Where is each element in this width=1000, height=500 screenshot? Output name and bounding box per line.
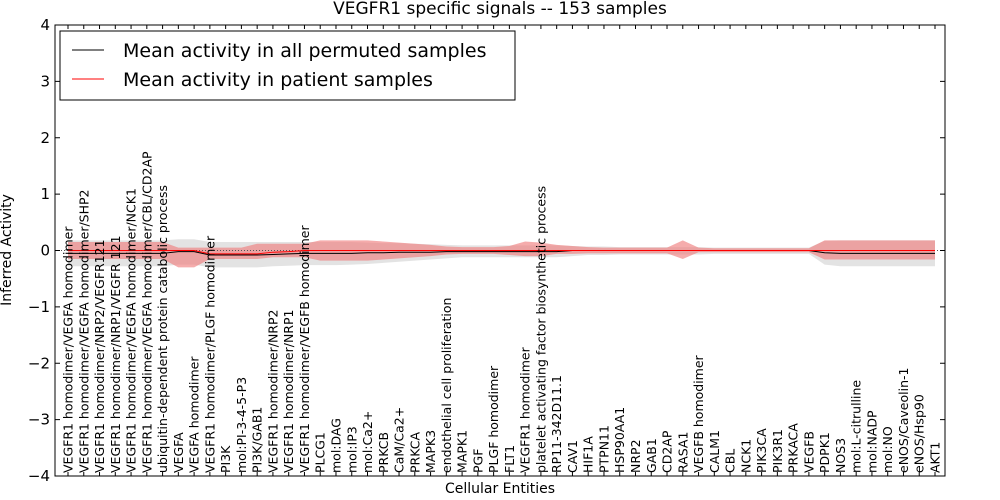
ytick-label: 2 — [40, 129, 50, 147]
x-axis-label: Cellular Entities — [445, 481, 555, 497]
legend-frame — [59, 30, 516, 101]
ytick-label: −2 — [28, 354, 50, 372]
xtick-label: CaM/Ca2+ — [392, 407, 407, 473]
xtick-label: VEGFR1 homodimer/VEGFA homodimer/SHP2 — [76, 189, 91, 473]
legend-label-patient: Mean activity in patient samples — [123, 69, 433, 91]
xtick-label: VEGFR1 homodimer/NRP1 — [281, 310, 296, 473]
xtick-label: eNOS/Caveolin-1 — [896, 368, 911, 473]
ytick-label: −4 — [28, 467, 50, 485]
xtick-label: PI3K/GAB1 — [250, 407, 265, 473]
xtick-label: GAB1 — [644, 438, 659, 473]
y-axis-label: Inferred Activity — [0, 194, 15, 306]
xtick-label: AKT1 — [928, 442, 943, 473]
xtick-label: VEGFR1 homodimer/NRP2/VEGFR121 — [92, 239, 107, 473]
xtick-label: VEGFR1 homodimer/PLGF homodimer — [202, 235, 217, 473]
xtick-label: PRKACA — [786, 423, 801, 473]
ytick-label: 0 — [40, 242, 50, 260]
series-lines — [55, 250, 945, 256]
xtick-label: PTPN11 — [596, 425, 611, 473]
xtick-label: NOS3 — [833, 438, 848, 473]
xtick-label: CD2AP — [660, 430, 675, 473]
xtick-label: PIK3R1 — [770, 429, 785, 473]
xtick-label: platelet activating factor biosynthetic … — [533, 186, 548, 473]
xtick-label: RP11-342D11.1 — [549, 375, 564, 473]
xtick-label: CBL — [723, 449, 738, 473]
xtick-label: HSP90AA1 — [612, 407, 627, 473]
xtick-label: PLCG1 — [313, 432, 328, 473]
xtick-label: MAPK3 — [423, 430, 438, 473]
xtick-label: mol:Ca2+ — [360, 411, 375, 473]
xtick-label: CALM1 — [707, 430, 722, 473]
xtick-label: NRP2 — [628, 439, 643, 473]
ytick-label: 3 — [40, 72, 50, 90]
xtick-label: HIF1A — [581, 436, 596, 473]
xtick-label: PRKCA — [407, 432, 422, 473]
xtick-label: VEGFR1 homodimer/VEGFA homodimer/NCK1 — [124, 188, 139, 473]
xtick-label: PRKCB — [376, 432, 391, 473]
xtick-label: VEGFB — [801, 431, 816, 473]
xtick-label: VEGFR1 homodimer/VEGFB homodimer — [297, 225, 312, 473]
xtick-label: PI3K — [218, 445, 233, 473]
xtick-label: RASA1 — [675, 432, 690, 473]
xtick-label: CAV1 — [565, 440, 580, 473]
xtick-label: VEGFB homodimer — [691, 354, 706, 473]
xtick-label: mol:NADP — [864, 410, 879, 473]
xtick-label: VEGFR1 homodimer/VEGFA homodimer/CBL/CD2… — [139, 151, 154, 473]
confidence-bands — [68, 239, 935, 268]
xtick-label: PIK3CA — [754, 428, 769, 473]
y-axis: 4 3 2 1 0 −1 −2 −3 −4 — [28, 16, 945, 485]
xtick-label: VEGFR1 homodimer/NRP2 — [265, 310, 280, 473]
legend-label-permuted: Mean activity in all permuted samples — [123, 40, 486, 62]
xtick-label: eNOS/Hsp90 — [912, 394, 927, 473]
xtick-label: ubiquitin-dependent protein catabolic pr… — [155, 185, 170, 473]
xtick-label: VEGFA — [171, 432, 186, 473]
xtick-label: FLT1 — [502, 445, 517, 473]
line-series-1 — [68, 250, 935, 255]
chart-title: VEGFR1 specific signals -- 153 samples — [333, 0, 667, 19]
ytick-label: −3 — [28, 411, 50, 429]
xtick-label: PGF — [470, 449, 485, 473]
ytick-label: 4 — [40, 16, 50, 34]
xtick-label: VEGFA homodimer — [187, 356, 202, 473]
legend: Mean activity in all permuted samples Me… — [59, 30, 516, 101]
xtick-label: VEGFR1 homodimer — [518, 346, 533, 473]
band-series-1 — [68, 240, 935, 268]
x-axis: VEGFR1 homodimer/VEGFA homodimer VEGFR1 h… — [61, 25, 943, 476]
xtick-label: mol:IP3 — [344, 426, 359, 473]
xtick-label: mol:NO — [880, 426, 895, 473]
xtick-label: VEGFR1 homodimer/VEGFA homodimer — [61, 226, 76, 473]
xtick-label: mol:PI-3-4-5-P3 — [234, 377, 249, 473]
xtick-label: VEGFR1 homodimer/NRP1/VEGFR 121 — [108, 235, 123, 473]
xtick-label: endothelial cell proliferation — [439, 298, 454, 473]
xtick-label: mol:L-citrulline — [849, 380, 864, 473]
xtick-label: MAPK1 — [455, 430, 470, 473]
ytick-label: −1 — [28, 298, 50, 316]
ytick-label: 1 — [40, 185, 50, 203]
xtick-label: PLGF homodimer — [486, 365, 501, 473]
xtick-label: PDPK1 — [817, 432, 832, 473]
xtick-label: NCK1 — [738, 439, 753, 473]
xtick-label: mol:DAG — [328, 418, 343, 473]
